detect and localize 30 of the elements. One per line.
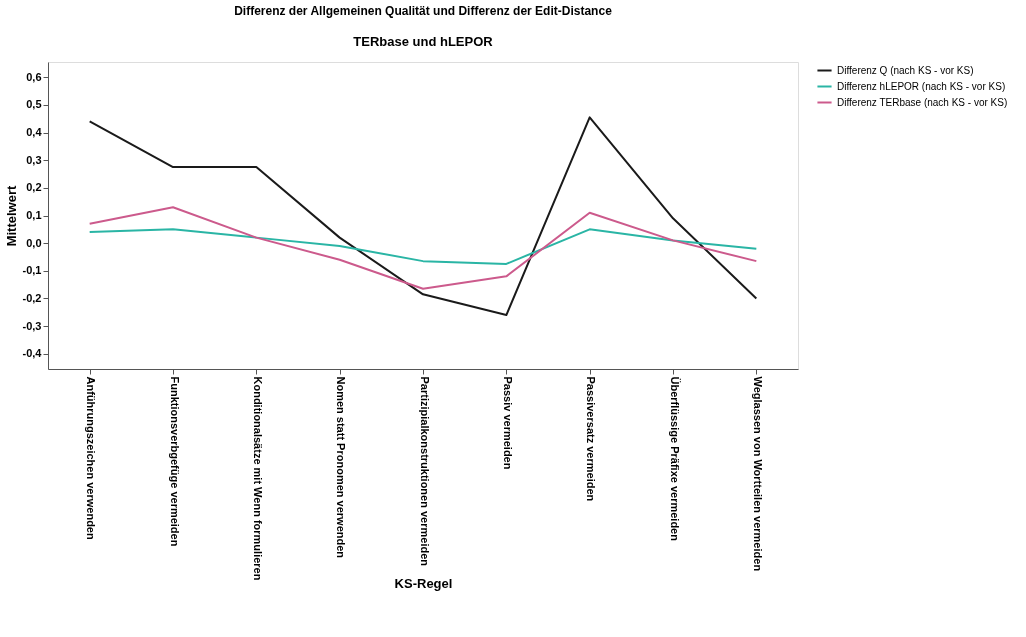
y-tick-label: -0,4 <box>22 347 43 360</box>
y-tick-label: 0,0 <box>26 236 42 249</box>
y-tick-label: 0,4 <box>26 126 43 139</box>
y-tick-label: -0,2 <box>22 291 42 304</box>
legend-label: Differenz Q (nach KS - vor KS) <box>837 64 974 76</box>
line-series <box>88 206 758 290</box>
x-tick-label: Konditionalsätze mit Wenn formulieren <box>251 376 264 581</box>
y-tick-label: 0,2 <box>26 181 42 194</box>
y-tick-label: 0,5 <box>26 98 42 111</box>
y-tick-label: -0,3 <box>22 319 42 332</box>
y-axis-title: Mittelwert <box>3 184 19 247</box>
x-tick-label: Partizipialkonstruktionen vermeiden <box>418 376 431 567</box>
y-tick-label: 0,3 <box>26 153 42 166</box>
legend-label: Differenz TERbase (nach KS - vor KS) <box>837 96 1008 108</box>
chart-subtitle: TERbase und hLEPOR <box>353 34 494 49</box>
line-series <box>88 116 758 317</box>
x-tick-label: Passiv vermeiden <box>501 376 514 470</box>
y-tick-label: -0,1 <box>22 264 42 277</box>
x-tick-label: Weglassen von Wortteilen vermeiden <box>751 376 764 572</box>
x-tick-label: Überflüssige Präfixe vermeiden <box>668 376 681 542</box>
chart-title: Differenz der Allgemeinen Qualität und Differenz der Edit-Distance <box>234 4 613 18</box>
legend-label: Differenz hLEPOR (nach KS - vor KS) <box>837 80 1006 92</box>
x-tick-label: Funktionsverbgefüge vermeiden <box>168 376 181 547</box>
line-series <box>88 228 758 265</box>
x-tick-label: Anführungszeichen verwenden <box>85 376 98 540</box>
x-axis-title: KS-Regel <box>394 575 453 591</box>
y-tick-label: 0,1 <box>26 209 42 221</box>
x-tick-label: Passiversatz vermeiden <box>585 376 598 502</box>
x-tick-label: Nomen statt Pronomen verwenden <box>335 376 348 559</box>
y-tick-label: 0,6 <box>26 70 42 83</box>
